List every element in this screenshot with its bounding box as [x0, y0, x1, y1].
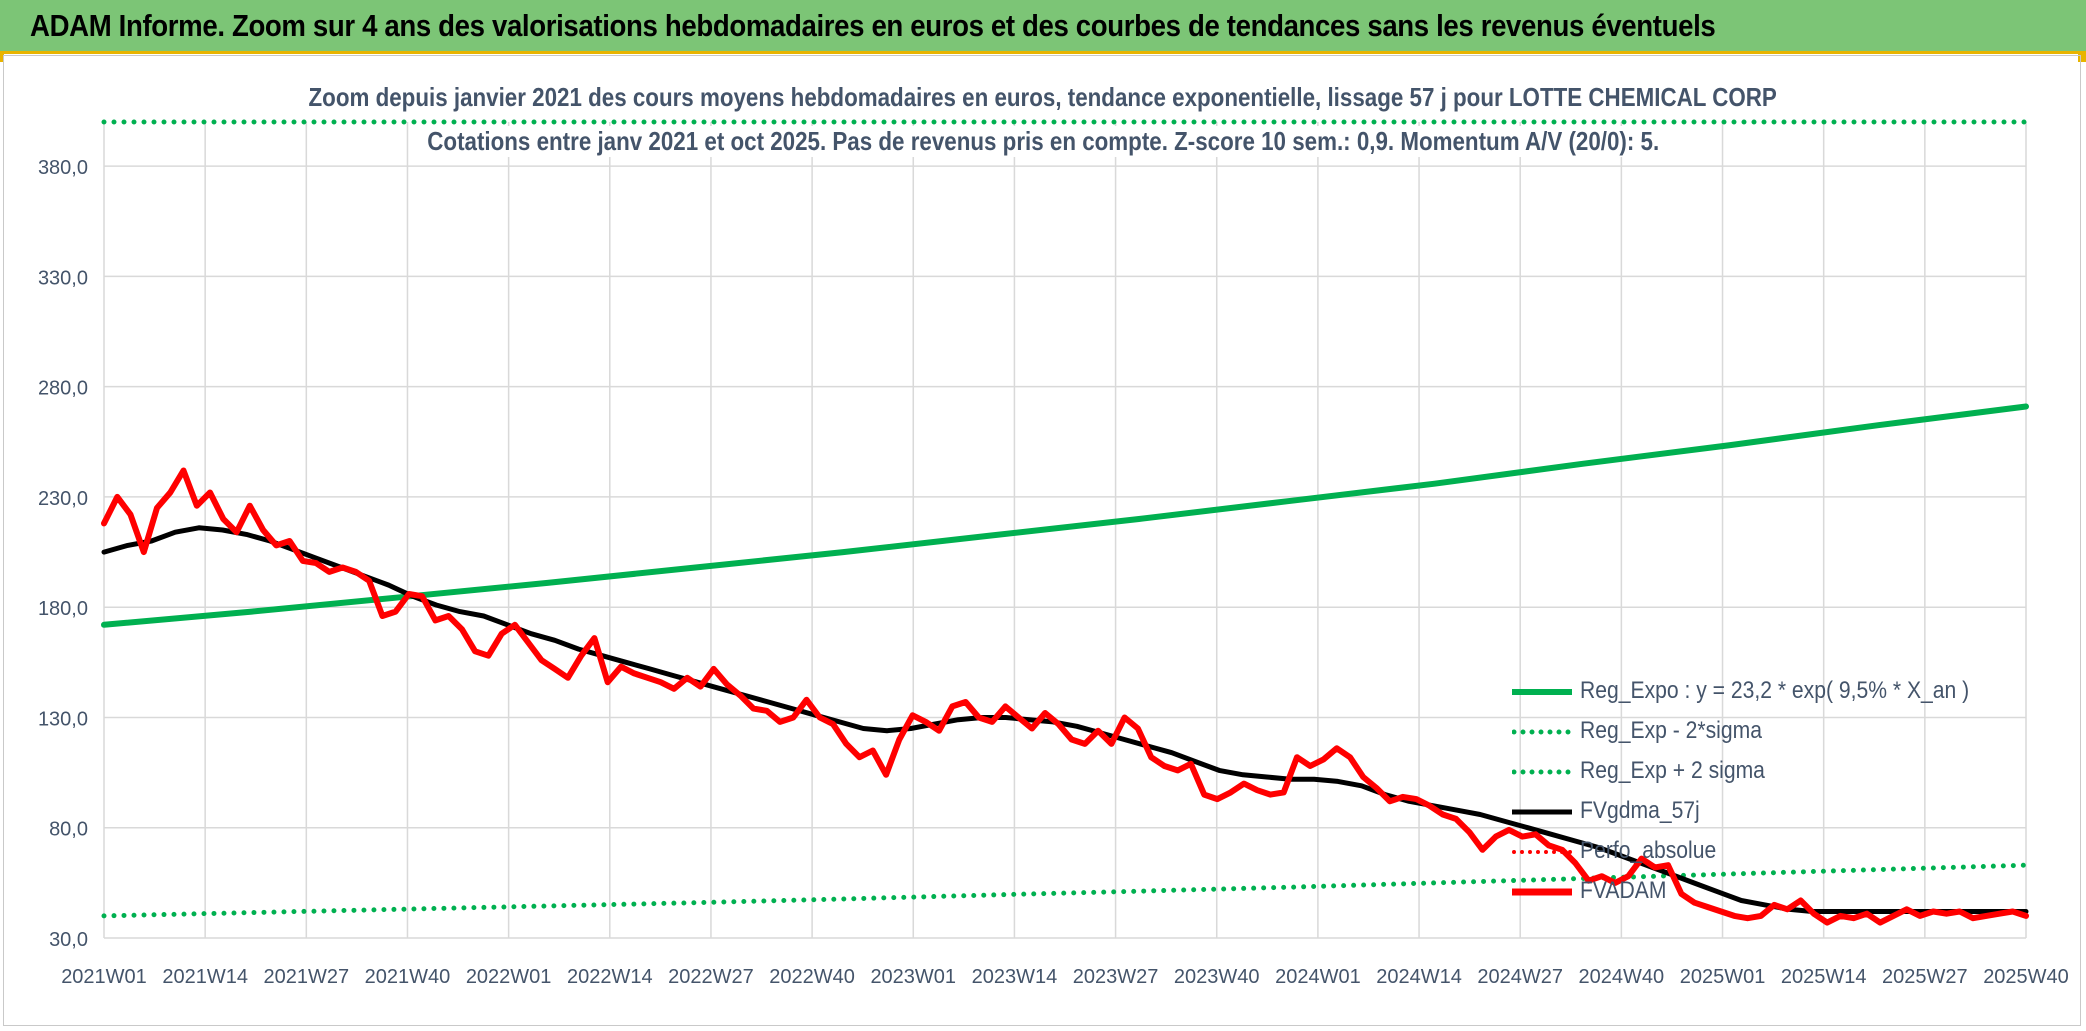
x-tick-label: 2021W27 [264, 966, 350, 988]
x-tick-label: 2022W14 [567, 966, 653, 988]
y-tick-label: 180,0 [38, 598, 88, 620]
y-tick-label: 380,0 [38, 157, 88, 179]
accent-mark-left [0, 54, 4, 62]
x-tick-label: 2023W40 [1174, 966, 1260, 988]
series-line-reg-expo [101, 403, 2029, 628]
report-title: ADAM Informe. Zoom sur 4 ans des valoris… [30, 8, 1716, 43]
legend-label-fvadam: FVADAM [1580, 877, 1667, 904]
chart-subtitle: Cotations entre janv 2021 et oct 2025. P… [0, 126, 2086, 157]
x-tick-label: 2025W27 [1882, 966, 1968, 988]
chart-title: Zoom depuis janvier 2021 des cours moyen… [0, 82, 2086, 113]
x-tick-label: 2021W01 [61, 966, 147, 988]
series-line-fvadam [101, 467, 2029, 926]
legend-swatch-reg-exp-plus [1512, 769, 1572, 775]
x-tick-label: 2023W01 [870, 966, 956, 988]
legend-label-reg-exp-minus: Reg_Exp - 2*sigma [1580, 717, 1762, 744]
y-tick-label: 330,0 [38, 267, 88, 289]
legend-label-reg-expo: Reg_Expo : y = 23,2 * exp( 9,5% * X_an ) [1580, 677, 1970, 704]
x-tick-label: 2024W40 [1579, 966, 1665, 988]
x-tick-label: 2022W40 [769, 966, 855, 988]
accent-mark-right [2078, 54, 2086, 62]
legend-swatch-reg-expo [1512, 689, 1572, 695]
legend-swatch-fvgdma [1512, 809, 1572, 815]
x-tick-label: 2024W01 [1275, 966, 1361, 988]
series-line-reg-exp [101, 862, 2029, 919]
x-tick-label: 2025W40 [1983, 966, 2069, 988]
y-tick-label: 130,0 [38, 708, 88, 730]
x-tick-label: 2024W27 [1477, 966, 1563, 988]
chart-frame [3, 55, 2081, 1026]
y-tick-label: 230,0 [38, 488, 88, 510]
y-tick-label: 80,0 [49, 819, 88, 841]
x-tick-label: 2023W27 [1073, 966, 1159, 988]
x-tick-label: 2022W27 [668, 966, 754, 988]
x-tick-label: 2021W14 [162, 966, 248, 988]
x-tick-label: 2022W01 [466, 966, 552, 988]
y-tick-label: 30,0 [49, 929, 88, 951]
legend-swatch-perfo [1512, 850, 1572, 854]
x-tick-label: 2025W14 [1781, 966, 1867, 988]
x-tick-label: 2024W14 [1376, 966, 1462, 988]
legend-swatch-reg-exp-minus [1512, 729, 1572, 735]
header-banner: ADAM Informe. Zoom sur 4 ans des valoris… [0, 0, 2086, 54]
legend-label-reg-exp-plus: Reg_Exp + 2 sigma [1580, 757, 1765, 784]
y-tick-label: 280,0 [38, 378, 88, 400]
legend-swatch-fvadam [1512, 888, 1572, 896]
x-tick-label: 2023W14 [972, 966, 1058, 988]
x-tick-label: 2025W01 [1680, 966, 1766, 988]
legend-label-fvgdma: FVgdma_57j [1580, 797, 1700, 824]
legend-label-perfo: Perfo_absolue [1580, 837, 1717, 864]
x-tick-label: 2021W40 [365, 966, 451, 988]
